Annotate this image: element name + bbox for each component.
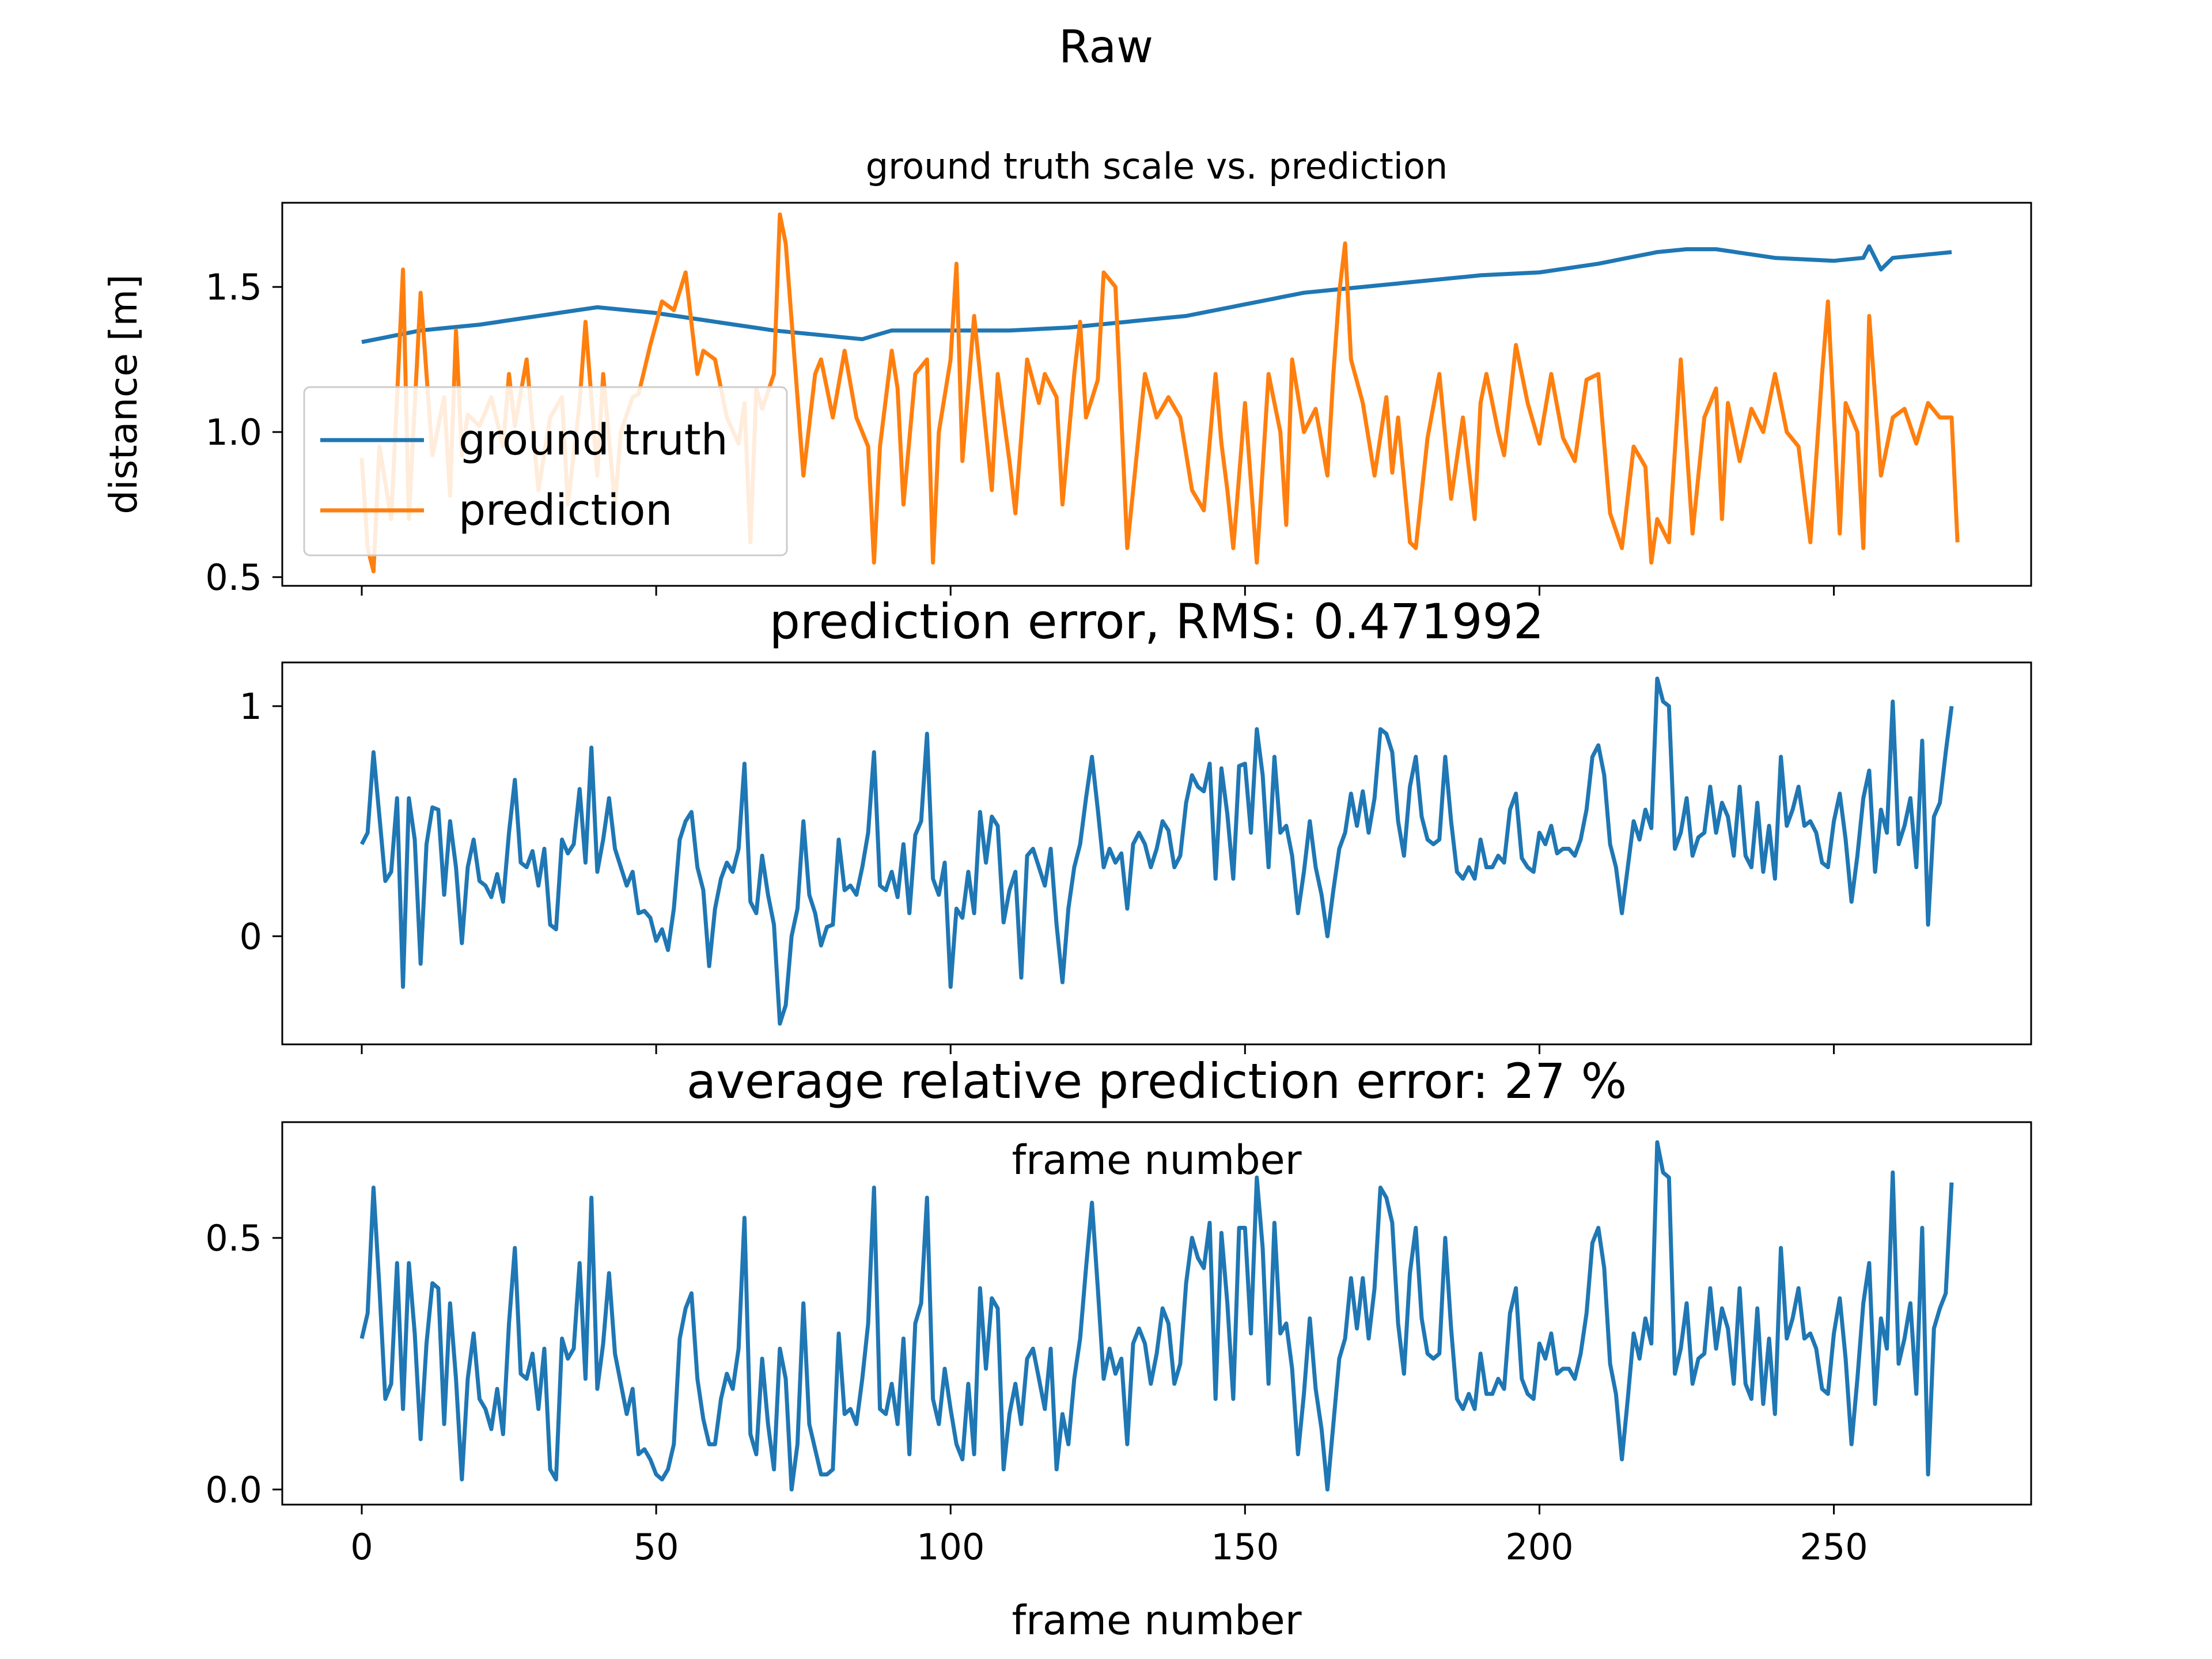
x-tick-label: 50	[634, 1526, 679, 1568]
axes-frame	[281, 202, 2032, 587]
subplot-1: ground truth scale vs. prediction 0.5 1.0 1…	[101, 145, 2032, 599]
subplot-title: prediction error, RMS: 0.471992	[770, 593, 1544, 650]
legend: ground truth prediction	[303, 386, 788, 556]
y-axis-label: distance [m]	[101, 274, 146, 514]
axes-frame	[281, 661, 2032, 1046]
legend-label-pred: prediction	[459, 486, 672, 535]
x-tick-label: 0	[350, 1526, 373, 1568]
y-tick-label: 1.5	[205, 266, 262, 308]
y-tick-label: 1.0	[205, 411, 262, 453]
x-tick-label: 150	[1211, 1526, 1279, 1568]
x-tick-label: 100	[916, 1526, 984, 1568]
subplot-3: average relative prediction error: 27 % f…	[205, 1053, 2032, 1644]
x-axis-label: frame number	[1012, 1597, 1301, 1644]
y-tick-label: 0.0	[205, 1469, 262, 1511]
axes-frame	[281, 1121, 2032, 1506]
subplot-title: average relative prediction error: 27 %	[687, 1053, 1627, 1109]
figure-title: Raw	[1059, 21, 1153, 73]
y-tick-label: 1	[240, 685, 262, 728]
series-line-rel	[359, 1140, 1954, 1492]
legend-box	[303, 386, 788, 556]
y-tick-label: 0.5	[205, 1217, 262, 1259]
series-line-gt	[361, 244, 1952, 344]
y-tick-label: 0.5	[205, 556, 262, 599]
subplot-title: ground truth scale vs. prediction	[866, 145, 1448, 187]
series-line-err	[359, 676, 1954, 1026]
legend-label-gt: ground truth	[459, 415, 728, 465]
x-tick-label: 250	[1800, 1526, 1868, 1568]
subplot-2: prediction error, RMS: 0.471992 frame num…	[240, 593, 2032, 1184]
x-tick-label: 200	[1505, 1526, 1573, 1568]
y-tick-label: 0	[240, 915, 262, 957]
subplots: ground truth scale vs. prediction 0.5 1.0 1…	[101, 145, 2032, 1644]
x-axis-label: frame number	[1012, 1137, 1301, 1184]
